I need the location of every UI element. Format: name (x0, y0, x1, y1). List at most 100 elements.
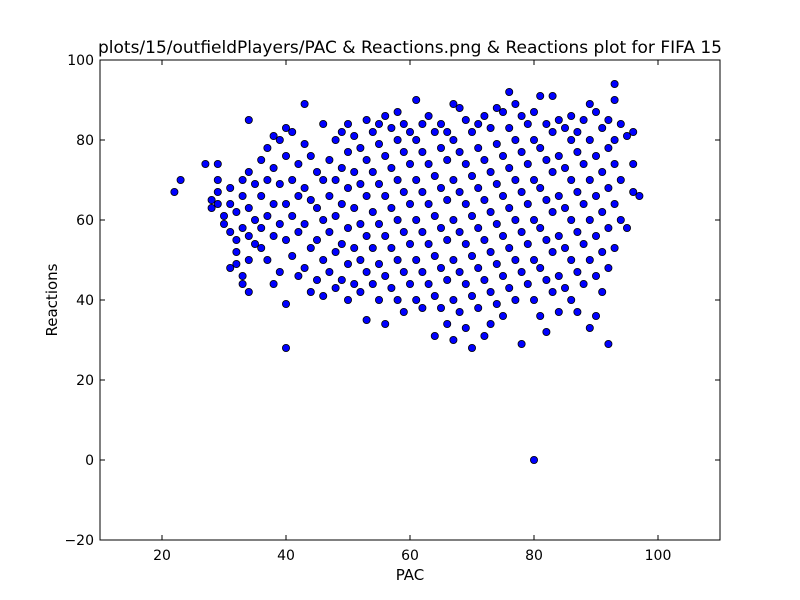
data-point (530, 295, 539, 304)
data-point (536, 311, 545, 320)
data-point (616, 215, 625, 224)
data-point (306, 195, 315, 204)
data-point (232, 247, 241, 256)
data-point (399, 267, 408, 276)
data-point (300, 219, 309, 228)
data-point (505, 163, 514, 172)
data-point (257, 191, 266, 200)
data-point (548, 287, 557, 296)
data-point (554, 151, 563, 160)
data-point (517, 339, 526, 348)
data-point (238, 223, 247, 232)
data-point (449, 135, 458, 144)
data-point (424, 279, 433, 288)
data-point (492, 259, 501, 268)
data-point (294, 271, 303, 280)
data-point (554, 271, 563, 280)
data-point (331, 247, 340, 256)
data-point (250, 179, 259, 188)
data-point (263, 211, 272, 220)
data-point (368, 243, 377, 252)
data-point (505, 203, 514, 212)
data-point (219, 211, 228, 220)
data-point (213, 187, 222, 196)
data-point (573, 147, 582, 156)
data-point (343, 120, 352, 129)
data-point (356, 255, 365, 264)
y-tick-label: 80 (76, 133, 94, 149)
data-point (579, 239, 588, 248)
data-point (350, 279, 359, 288)
data-point (362, 155, 371, 164)
data-point (312, 203, 321, 212)
data-point (449, 175, 458, 184)
data-point (381, 191, 390, 200)
x-axis-label: PAC (396, 566, 425, 584)
data-point (449, 255, 458, 264)
data-point (319, 255, 328, 264)
data-point (374, 179, 383, 188)
data-point (585, 255, 594, 264)
data-point (412, 215, 421, 224)
data-point (381, 231, 390, 240)
data-point (443, 235, 452, 244)
data-point (356, 179, 365, 188)
data-point (418, 187, 427, 196)
data-point (232, 235, 241, 244)
data-point (443, 195, 452, 204)
y-tick-label: 100 (67, 53, 94, 69)
data-point (517, 267, 526, 276)
data-point (467, 343, 476, 352)
data-point (505, 124, 514, 133)
data-point (523, 159, 532, 168)
data-point (579, 279, 588, 288)
data-point (474, 223, 483, 232)
data-point (294, 227, 303, 236)
data-point (288, 211, 297, 220)
data-point (554, 231, 563, 240)
data-point (207, 203, 216, 212)
data-point (443, 127, 452, 136)
data-point (486, 287, 495, 296)
data-point (523, 279, 532, 288)
data-point (530, 215, 539, 224)
data-point (405, 199, 414, 208)
data-point (393, 175, 402, 184)
data-point (449, 215, 458, 224)
data-point (610, 243, 619, 252)
data-point (281, 199, 290, 208)
data-point (325, 227, 334, 236)
data-point (598, 124, 607, 133)
data-point (257, 155, 266, 164)
data-point (455, 147, 464, 156)
data-point (480, 275, 489, 284)
data-point (486, 247, 495, 256)
data-point (449, 335, 458, 344)
data-point (629, 187, 638, 196)
data-point (455, 307, 464, 316)
data-point (281, 299, 290, 308)
data-point (343, 295, 352, 304)
data-point (430, 251, 439, 260)
data-point (517, 112, 526, 121)
data-point (343, 147, 352, 156)
data-point (592, 108, 601, 117)
data-point (561, 203, 570, 212)
data-point (306, 243, 315, 252)
data-point (393, 255, 402, 264)
data-point (226, 227, 235, 236)
data-point (294, 191, 303, 200)
data-point (579, 159, 588, 168)
data-point (350, 167, 359, 176)
data-point (561, 124, 570, 133)
data-point (461, 323, 470, 332)
data-point (257, 243, 266, 252)
data-point (362, 315, 371, 324)
data-point (337, 127, 346, 136)
data-point (219, 219, 228, 228)
data-point (573, 227, 582, 236)
data-point (461, 239, 470, 248)
data-point (542, 275, 551, 284)
data-point (449, 295, 458, 304)
data-point (436, 303, 445, 312)
